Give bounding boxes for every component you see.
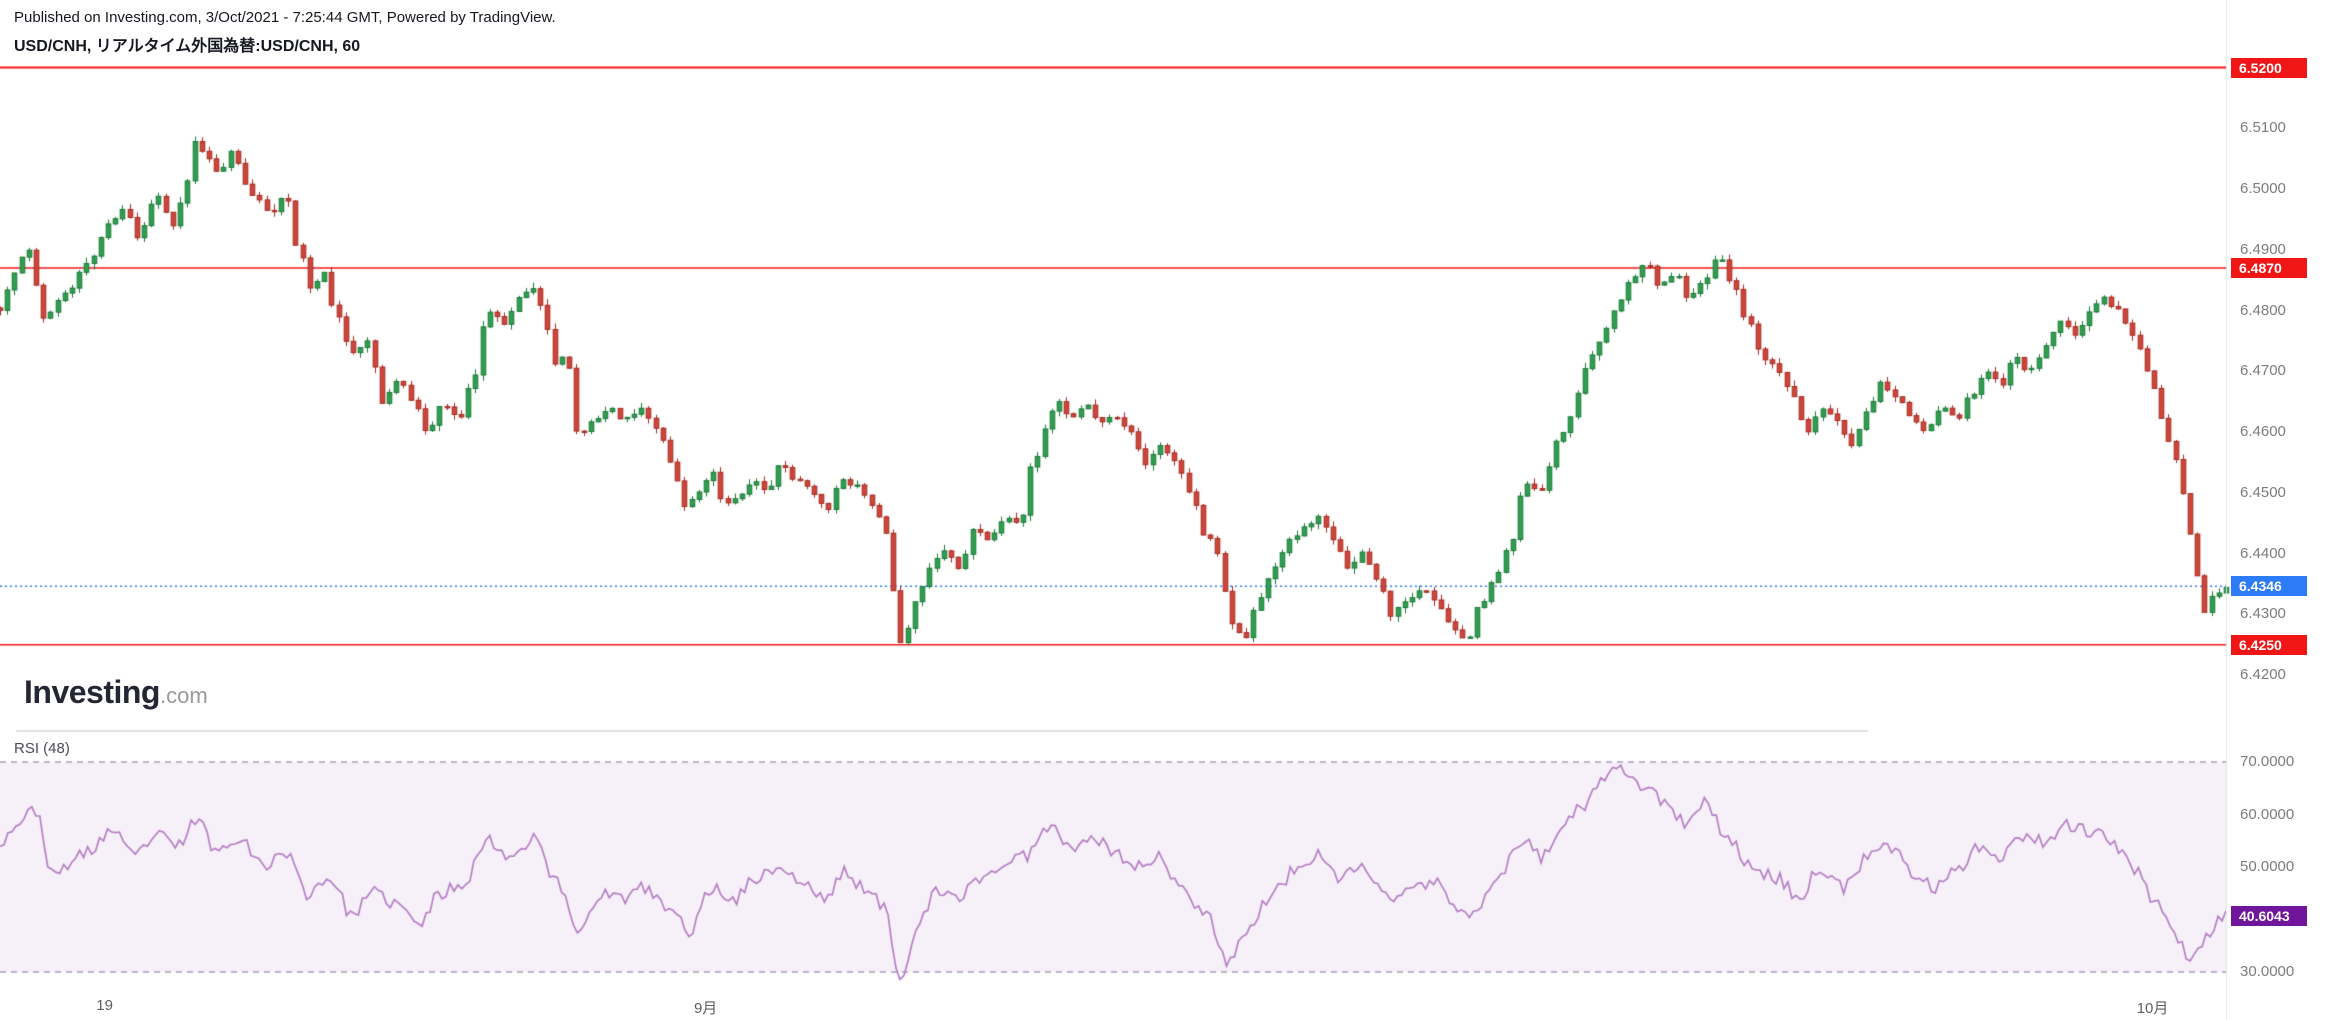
price-tick: 6.4200 [2240, 666, 2286, 683]
price-level-badge: 6.4870 [2231, 257, 2307, 278]
price-level-badge: 6.5200 [2231, 57, 2307, 78]
time-label: 9月 [693, 1000, 718, 1017]
time-axis: 19 9月 10月 [96, 997, 2169, 1017]
published-caption: Published on Investing.com, 3/Oct/2021 -… [14, 9, 556, 26]
current-price-badge: 6.4346 [2231, 576, 2307, 597]
price-tick: 6.4900 [2240, 240, 2286, 258]
price-tick: 6.4400 [2240, 544, 2286, 562]
price-tick: 6.4800 [2240, 301, 2286, 319]
price-tick: 6.4600 [2240, 423, 2286, 440]
rsi-tick: 30.0000 [2240, 963, 2295, 980]
price-tick: 6.5000 [2240, 180, 2286, 197]
time-label: 10月 [2136, 1000, 2169, 1017]
rsi-value-badge: 40.6043 [2231, 906, 2307, 927]
rsi-axis: 70.0000 60.0000 50.0000 30.0000 40.6043 [2230, 0, 2334, 1020]
rsi-indicator-label: RSI (48) [14, 740, 70, 757]
price-tick: 6.4300 [2240, 605, 2286, 623]
investing-logo: Investing.com [24, 674, 208, 711]
logo-dot-com: .com [159, 683, 208, 708]
price-tick: 6.4500 [2240, 483, 2286, 501]
rsi-tick: 50.0000 [2240, 858, 2295, 875]
rsi-tick: 70.0000 [2240, 753, 2295, 770]
time-label: 19 [96, 997, 113, 1014]
symbol-caption: USD/CNH, リアルタイム外国為替:USD/CNH, 60 [14, 38, 361, 55]
price-axis: 6.5100 6.5000 6.4900 6.4800 6.4700 6.4600 6.45… [2230, 0, 2334, 1020]
price-tick: 6.4700 [2240, 362, 2286, 380]
price-tick: 6.5100 [2240, 119, 2286, 137]
price-level-badge: 6.4250 [2231, 634, 2307, 655]
rsi-tick: 60.0000 [2240, 805, 2295, 823]
logo-text: Investing [24, 674, 160, 710]
